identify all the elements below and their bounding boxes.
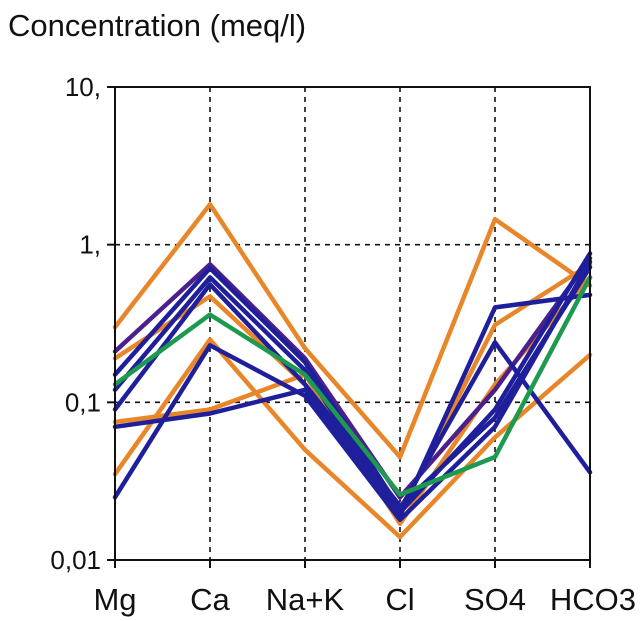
plot-frame (114, 86, 591, 561)
series-lines (112, 202, 593, 540)
y-tick-label: 0,1 (65, 387, 101, 417)
x-tick-label: Cl (385, 582, 414, 617)
x-tick-label: Ca (190, 582, 230, 617)
series-line-11 (112, 275, 593, 497)
series-line-9 (112, 259, 593, 523)
chart-title: Concentration (meq/l) (8, 8, 307, 43)
y-tick-label: 1, (79, 230, 101, 260)
grid (115, 87, 590, 560)
series-line-5 (112, 256, 593, 500)
y-axis: 10, 1, 0,1 0,01 (50, 72, 115, 575)
series-line-1 (112, 202, 593, 460)
x-tick-label: Mg (93, 582, 136, 617)
x-tick-label: Na+K (266, 582, 345, 617)
x-tick-label: SO4 (464, 582, 526, 617)
x-tick-label: HCO3 (550, 582, 636, 617)
x-axis: Mg Ca Na+K Cl SO4 HCO3 (93, 560, 636, 617)
series-line-8 (112, 264, 593, 509)
y-tick-label: 10, (65, 72, 101, 102)
series-line-10 (112, 251, 593, 515)
y-tick-label: 0,01 (50, 545, 101, 575)
